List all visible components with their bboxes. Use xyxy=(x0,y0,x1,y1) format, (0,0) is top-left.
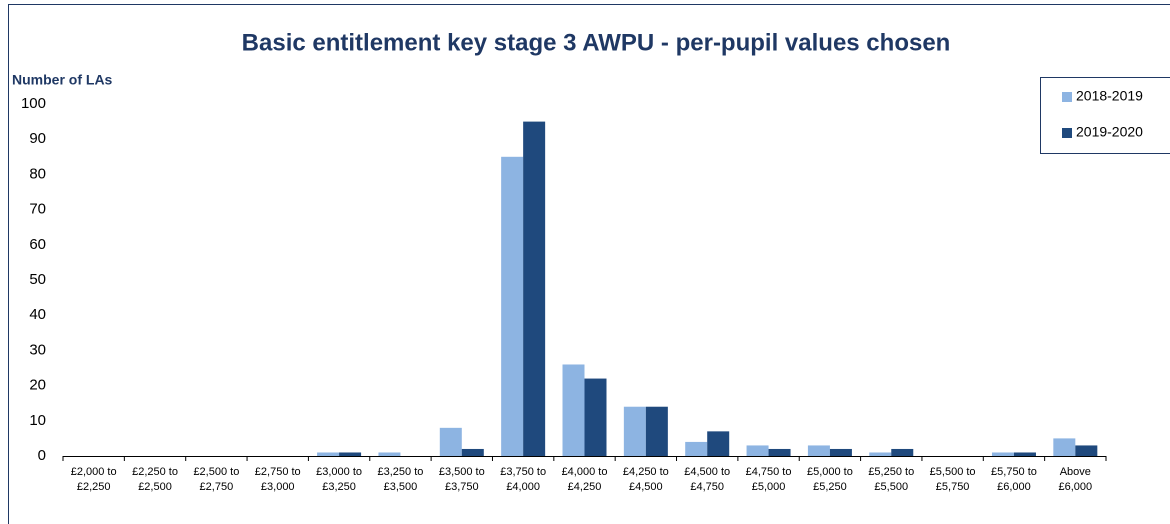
bar xyxy=(339,452,362,456)
y-tick-label: 70 xyxy=(29,201,46,218)
bar xyxy=(891,448,914,456)
y-tick-label: 20 xyxy=(29,377,46,394)
x-tick-label: £2,750 to £3,000 xyxy=(255,466,301,493)
x-tick-label: £5,750 to £6,000 xyxy=(991,466,1037,493)
x-tick-label: £3,500 to £3,750 xyxy=(439,466,485,493)
chart-title: Basic entitlement key stage 3 AWPU - per… xyxy=(242,29,951,56)
bar xyxy=(562,364,585,456)
chart-border xyxy=(8,4,1170,524)
x-tick-label: £4,500 to £4,750 xyxy=(684,466,730,493)
bar xyxy=(378,452,401,456)
bar xyxy=(523,121,546,456)
bar xyxy=(1013,452,1036,456)
y-tick-label: 90 xyxy=(29,130,46,147)
x-tick-label: £4,250 to £4,500 xyxy=(623,466,669,493)
legend-box xyxy=(1040,77,1170,154)
x-tick-label: £4,000 to £4,250 xyxy=(562,466,608,493)
y-tick-label: 60 xyxy=(29,236,46,253)
y-tick-label: 0 xyxy=(38,447,46,464)
bar xyxy=(768,448,791,456)
y-axis-label: Number of LAs xyxy=(12,72,113,88)
bar xyxy=(1075,445,1098,456)
bar xyxy=(746,445,769,456)
bar xyxy=(645,406,668,456)
bar xyxy=(829,448,852,456)
bar xyxy=(501,156,524,457)
legend-label: 2018-2019 xyxy=(1076,88,1143,104)
bar xyxy=(461,448,484,456)
y-tick-label: 100 xyxy=(21,95,46,112)
x-tick-label: £3,000 to £3,250 xyxy=(316,466,362,493)
bar xyxy=(623,406,646,456)
bar xyxy=(317,452,340,456)
bar xyxy=(991,452,1014,456)
y-tick-label: 10 xyxy=(29,412,46,429)
bar xyxy=(439,427,462,456)
legend-swatch xyxy=(1062,128,1072,138)
bar xyxy=(1053,438,1076,456)
x-tick-label: £2,500 to £2,750 xyxy=(193,466,239,493)
y-tick-label: 30 xyxy=(29,341,46,358)
bar xyxy=(869,452,892,456)
bar xyxy=(707,431,730,456)
x-tick-label: £3,250 to £3,500 xyxy=(378,466,424,493)
x-tick-label: Above £6,000 xyxy=(1058,466,1092,493)
bar xyxy=(584,378,607,456)
x-tick-label: £2,000 to £2,250 xyxy=(71,466,117,493)
legend-label: 2019-2020 xyxy=(1076,124,1143,140)
legend-swatch xyxy=(1062,92,1072,102)
x-tick-label: £3,750 to £4,000 xyxy=(500,466,546,493)
bar xyxy=(685,441,708,456)
x-tick-label: £5,250 to £5,500 xyxy=(868,466,914,493)
x-tick-label: £5,500 to £5,750 xyxy=(930,466,976,493)
y-tick-label: 80 xyxy=(29,165,46,182)
x-tick-label: £5,000 to £5,250 xyxy=(807,466,853,493)
x-tick-label: £2,250 to £2,500 xyxy=(132,466,178,493)
x-tick-label: £4,750 to £5,000 xyxy=(746,466,792,493)
y-tick-label: 50 xyxy=(29,271,46,288)
y-tick-label: 40 xyxy=(29,306,46,323)
bar xyxy=(807,445,830,456)
